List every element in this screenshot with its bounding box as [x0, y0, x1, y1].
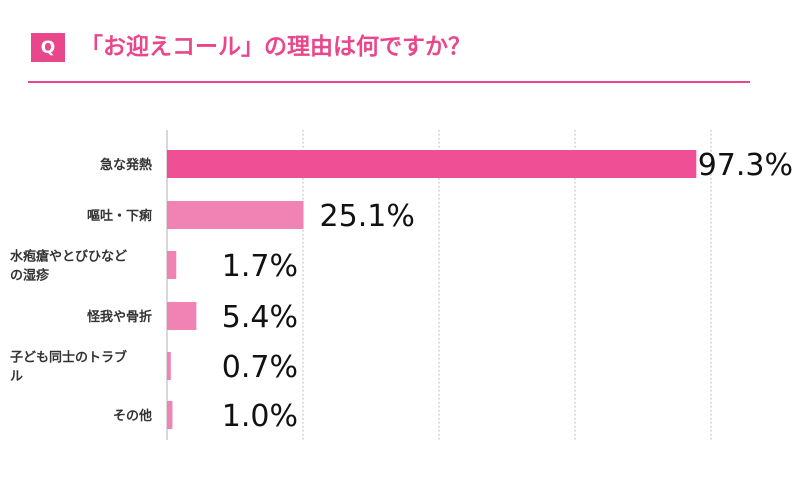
bar-2: [167, 251, 177, 279]
value-label-2: 1.7%: [222, 249, 298, 284]
question-title: 「お迎えコール」の理由は何ですか？: [80, 34, 471, 60]
category-label-2-line-1: の湿疹: [10, 268, 50, 284]
question-badge: Q: [31, 33, 65, 62]
bar-4: [167, 352, 171, 380]
bar-3: [167, 302, 197, 330]
header-divider: [28, 81, 750, 83]
bar-0: [167, 150, 697, 178]
bar-5: [167, 401, 173, 429]
category-label-2-line-0: 水疱瘡やとびひなど: [10, 249, 127, 265]
category-label-4-line-1: ル: [10, 370, 23, 385]
category-label-3: 怪我や骨折: [87, 309, 152, 325]
value-label-5: 1.0%: [222, 399, 298, 434]
value-label-4: 0.7%: [222, 350, 298, 385]
category-label-5: その他: [113, 408, 152, 424]
bar-1: [167, 201, 304, 229]
value-label-0: 97.3%: [698, 148, 793, 183]
category-label-0: 急な発熱: [100, 157, 152, 173]
value-label-3: 5.4%: [222, 300, 298, 335]
category-label-1: 嘔吐・下痢: [87, 208, 152, 224]
value-label-1: 25.1%: [320, 199, 415, 234]
category-label-4-line-0: 子ども同士のトラブ: [10, 350, 127, 366]
